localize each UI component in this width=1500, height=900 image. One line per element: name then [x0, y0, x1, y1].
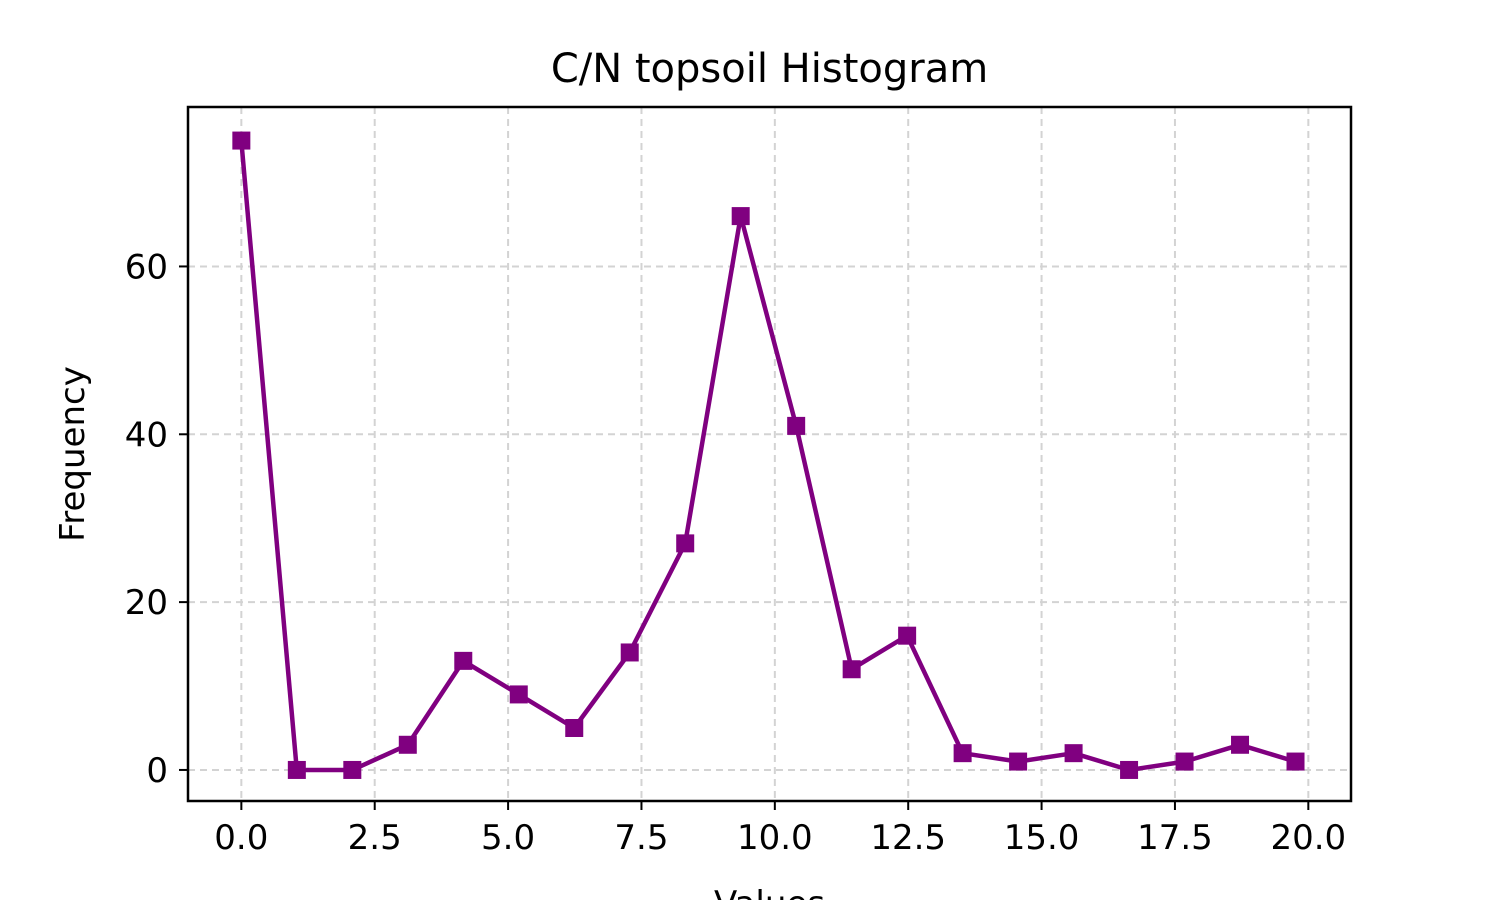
- data-point-marker: [1009, 752, 1028, 771]
- data-point-marker: [565, 718, 584, 737]
- x-tick-label: 15.0: [1004, 818, 1080, 858]
- x-tick-label: 17.5: [1137, 818, 1213, 858]
- data-point-marker: [620, 643, 639, 662]
- data-point-marker: [1064, 744, 1083, 763]
- x-tick-label: 12.5: [870, 818, 946, 858]
- y-axis-label: Frequency: [53, 366, 93, 542]
- data-point-marker: [731, 207, 750, 226]
- x-tick-label: 0.0: [214, 818, 268, 858]
- series-line: [239, 140, 1297, 773]
- y-tick-label: 20: [125, 583, 168, 623]
- data-point-marker: [842, 660, 861, 679]
- x-axis-label: Values: [714, 884, 825, 900]
- data-point-marker: [953, 744, 972, 763]
- plot-frame: [186, 105, 1353, 803]
- x-tick-label: 2.5: [348, 818, 402, 858]
- data-point-marker: [454, 651, 473, 670]
- data-point-marker: [343, 760, 362, 779]
- data-point-marker: [898, 626, 917, 645]
- x-tick-label: 7.5: [614, 818, 668, 858]
- y-tick-label: 0: [146, 751, 168, 791]
- data-point-marker: [1286, 752, 1305, 771]
- axis-ticks: 0.0 2.5 5.0 7.5 10.0 12.5 15.0 17.5 20.0 0 20 40 60: [125, 247, 1346, 858]
- data-point-marker: [287, 760, 306, 779]
- x-tick-label: 20.0: [1270, 818, 1346, 858]
- x-tick-label: 5.0: [481, 818, 535, 858]
- y-tick-label: 60: [125, 247, 168, 287]
- data-point-marker: [509, 685, 528, 704]
- data-point-marker: [676, 534, 695, 553]
- x-tick-label: 10.0: [737, 818, 813, 858]
- data-point-marker: [398, 735, 417, 754]
- data-point-marker: [1175, 752, 1194, 771]
- y-tick-label: 40: [125, 415, 168, 455]
- chart-title: C/N topsoil Histogram: [551, 46, 988, 92]
- data-point-marker: [787, 416, 806, 435]
- data-point-marker: [1120, 760, 1139, 779]
- data-point-marker: [1231, 735, 1250, 754]
- data-series: [232, 131, 1305, 779]
- data-point-marker: [232, 131, 251, 150]
